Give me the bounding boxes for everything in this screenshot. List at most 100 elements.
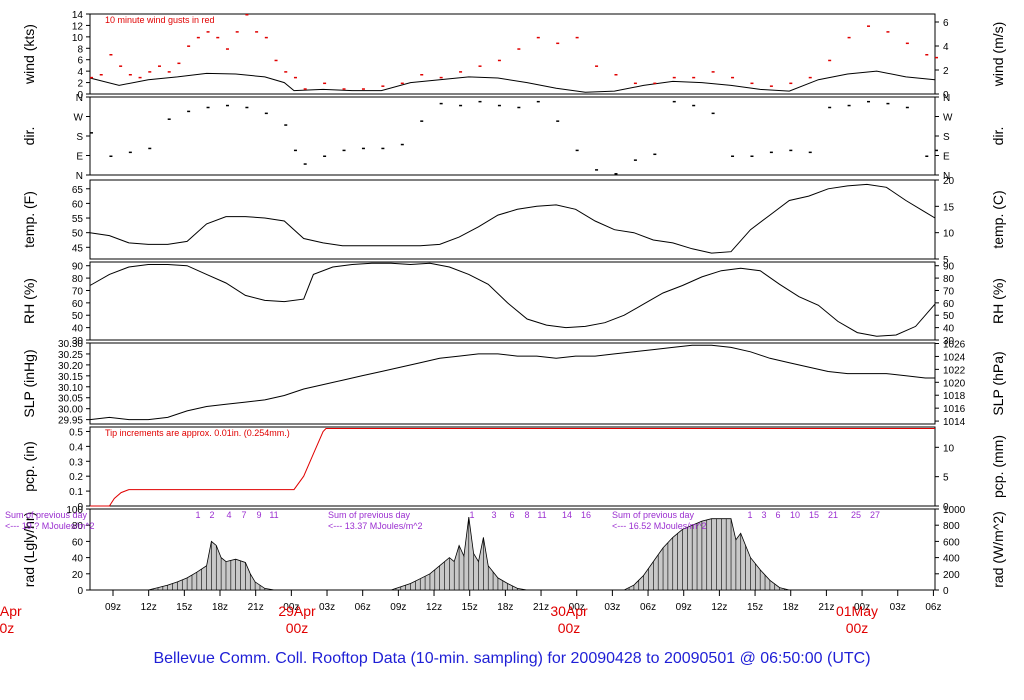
- hour-peak-label: 3: [761, 510, 766, 520]
- y-tick-label: 0: [77, 90, 83, 101]
- direction-point: [517, 106, 521, 109]
- y-tick-label-right: 50: [943, 311, 955, 322]
- y-tick-label: 12: [72, 21, 84, 32]
- y-tick-label-right: 2: [943, 66, 949, 77]
- gust-point: [216, 36, 220, 39]
- daily-sum-value: <--- 13.37 MJoules/m^2: [328, 521, 423, 531]
- y-tick-label-right: 20: [943, 176, 955, 187]
- y-tick-label: 0.1: [69, 487, 83, 498]
- gust-point: [225, 48, 229, 50]
- hour-peak-label: 7: [241, 510, 246, 520]
- y-tick-label-right: 15: [943, 202, 955, 213]
- y-tick-label: 0: [77, 586, 83, 597]
- y-tick-label-right: 5: [943, 473, 949, 484]
- gust-point: [789, 82, 793, 85]
- y-tick-label-right: 1014: [943, 417, 966, 428]
- y-tick-label-right: 1022: [943, 365, 966, 376]
- x-tick-label: 21z: [248, 602, 264, 613]
- y-tick-label-right: 10: [943, 443, 955, 454]
- y-axis-label-right: pcp. (mm): [990, 435, 1006, 498]
- direction-point: [556, 120, 560, 122]
- hour-peak-label: 4: [226, 510, 231, 520]
- y-tick-label: E: [76, 152, 83, 163]
- hour-peak-label: 21: [828, 510, 838, 520]
- y-tick-label: N: [76, 93, 83, 104]
- direction-point: [847, 104, 851, 107]
- y-tick-label: 45: [72, 243, 84, 254]
- gust-point: [342, 88, 346, 90]
- y-tick-label: 30.25: [58, 350, 83, 361]
- hour-peak-label: 27: [870, 510, 880, 520]
- y-tick-label: 14: [72, 10, 84, 21]
- gust-point: [284, 71, 288, 73]
- direction-point: [886, 102, 890, 105]
- x-tick-label: 03z: [319, 602, 335, 613]
- direction-point: [148, 147, 152, 150]
- direction-point: [225, 104, 229, 107]
- y-tick-label: 29.95: [58, 416, 83, 427]
- direction-point: [769, 151, 773, 154]
- gust-point: [536, 36, 540, 39]
- direction-point: [692, 104, 696, 107]
- y-tick-label-right: 0: [943, 90, 949, 101]
- y-tick-label: 40: [72, 324, 84, 335]
- gust-point: [119, 65, 123, 67]
- direction-point: [867, 100, 871, 103]
- gust-point: [381, 85, 385, 87]
- y-axis-label-right: RH (%): [990, 278, 1006, 324]
- gust-point: [905, 42, 909, 45]
- y-tick-label-right: N: [943, 171, 950, 182]
- date-label: 30Apr: [550, 603, 588, 619]
- direction-point: [284, 124, 288, 126]
- y-tick-label-right: 60: [943, 299, 955, 310]
- gust-point: [138, 76, 142, 79]
- gust-point: [595, 65, 599, 67]
- x-tick-label: 21z: [533, 602, 549, 613]
- hour-peak-label: 2: [209, 510, 214, 520]
- gust-point: [245, 14, 249, 16]
- series-line: [89, 262, 936, 337]
- y-tick-label: 0.5: [69, 427, 83, 438]
- hour-peak-label: 8: [524, 510, 529, 520]
- direction-point: [128, 151, 132, 154]
- direction-point: [245, 106, 249, 109]
- hour-peak-label: 15: [809, 510, 819, 520]
- direction-point: [828, 106, 832, 109]
- y-tick-label: 30.10: [58, 383, 83, 394]
- x-tick-label: 18z: [212, 602, 228, 613]
- date-label: 28Apr: [0, 603, 22, 619]
- y-tick-label: 20: [72, 570, 84, 581]
- gust-point: [711, 71, 715, 73]
- gust-point: [886, 31, 890, 33]
- y-tick-label-right: 0: [943, 586, 949, 597]
- y-tick-label-right: 1020: [943, 378, 966, 389]
- gust-point: [177, 62, 181, 65]
- direction-point: [614, 173, 618, 175]
- y-tick-label-right: 400: [943, 554, 960, 565]
- panel-frame: [89, 342, 936, 425]
- x-tick-label: 12z: [141, 602, 157, 613]
- direction-point: [293, 149, 297, 152]
- y-tick-label: 50: [72, 229, 84, 240]
- y-axis-label-right: SLP (hPa): [990, 351, 1006, 415]
- gust-point: [400, 82, 404, 85]
- y-tick-label-right: 1026: [943, 340, 966, 351]
- y-tick-label-right: 1024: [943, 352, 966, 363]
- hour-peak-label: 6: [509, 510, 514, 520]
- direction-point: [361, 147, 365, 150]
- direction-point: [90, 132, 93, 134]
- hour-peak-label: 25: [851, 510, 861, 520]
- y-tick-label: 55: [72, 214, 84, 225]
- gust-point: [935, 56, 938, 59]
- y-tick-label: W: [74, 113, 84, 124]
- date-label: 01May: [836, 603, 878, 619]
- gust-point: [99, 74, 103, 76]
- y-tick-label: 6: [77, 56, 83, 67]
- direction-point: [167, 118, 171, 120]
- hour-peak-label: 14: [562, 510, 572, 520]
- y-axis-label: dir.: [21, 127, 37, 146]
- x-tick-label: 21z: [818, 602, 834, 613]
- daily-sum-note: Sum of previous day: [5, 510, 88, 520]
- gust-point: [867, 25, 871, 27]
- gust-point: [925, 54, 929, 56]
